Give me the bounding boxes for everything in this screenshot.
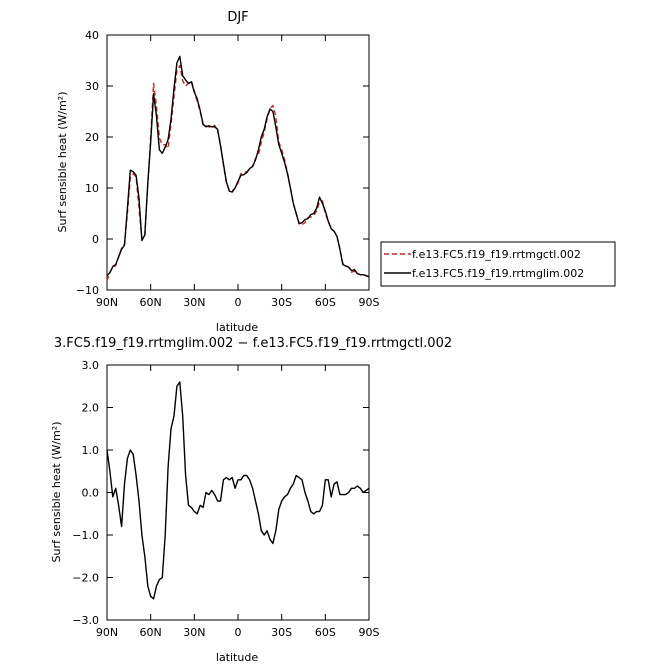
top-plot-frame <box>106 34 370 291</box>
bottom-chart-title: 3.FC5.f19_f19.rrtmglim.002 − f.e13.FC5.f… <box>54 336 452 351</box>
x-tick-label: 30S <box>271 626 292 639</box>
x-tick-label: 0 <box>235 626 242 639</box>
top-y-axis-label: Surf sensible heat (W/m²) <box>56 92 69 233</box>
y-tick-label: −1.0 <box>72 529 99 542</box>
x-tick-label: 30N <box>183 296 205 309</box>
legend-box <box>380 241 616 287</box>
top-y-axis: −10 0 10 20 30 40 <box>76 29 369 297</box>
legend-label-lim: f.e13.FC5.f19_f19.rrtmglim.002 <box>412 267 584 280</box>
series-line-0 <box>106 64 370 282</box>
y-tick-label: 2.0 <box>82 402 100 415</box>
y-tick-label: 10 <box>85 182 99 195</box>
y-tick-label: 40 <box>85 29 99 42</box>
y-tick-label: 20 <box>85 131 99 144</box>
y-tick-label: 1.0 <box>82 444 100 457</box>
x-tick-label: 60N <box>140 296 162 309</box>
bottom-x-axis: 90N 60N 30N 0 30S 60S 90S <box>96 365 380 639</box>
y-tick-label: −3.0 <box>72 614 99 627</box>
x-tick-label: 30S <box>271 296 292 309</box>
top-chart-title: DJF <box>227 10 248 25</box>
bottom-series-group <box>106 381 370 600</box>
series-line-1 <box>106 55 370 278</box>
x-tick-label: 60S <box>315 626 336 639</box>
x-tick-label: 30N <box>183 626 205 639</box>
x-tick-label: 60N <box>140 626 162 639</box>
bottom-x-axis-label: latitude <box>216 651 258 664</box>
y-tick-label: 30 <box>85 80 99 93</box>
y-tick-label: 3.0 <box>82 359 100 372</box>
top-series-group <box>106 55 370 282</box>
legend-label-ctl: f.e13.FC5.f19_f19.rrtmgctl.002 <box>412 248 581 261</box>
x-tick-label: 90S <box>359 296 380 309</box>
x-tick-label: 60S <box>315 296 336 309</box>
bottom-panel: 3.FC5.f19_f19.rrtmglim.002 − f.e13.FC5.f… <box>50 336 452 664</box>
y-tick-label: 0 <box>92 233 99 246</box>
x-tick-label: 90S <box>359 626 380 639</box>
y-tick-label: −10 <box>76 284 99 297</box>
top-x-axis: 90N 60N 30N 0 30S 60S 90S <box>96 35 380 309</box>
y-tick-label: 0.0 <box>82 487 100 500</box>
bottom-plot-frame <box>106 364 370 621</box>
bottom-y-axis-label: Surf sensible heat (W/m²) <box>50 422 63 563</box>
bottom-y-axis: −3.0 −2.0 −1.0 0.0 1.0 2.0 3.0 <box>72 359 369 627</box>
x-tick-label: 90N <box>96 296 118 309</box>
y-tick-label: −2.0 <box>72 572 99 585</box>
top-panel: DJF −10 0 10 20 30 40 90N 60N 30N 0 30S 60S 90S lat… <box>56 10 380 334</box>
series-line-0 <box>106 381 370 600</box>
x-tick-label: 90N <box>96 626 118 639</box>
legend: f.e13.FC5.f19_f19.rrtmgctl.002 f.e13.FC5… <box>380 241 616 287</box>
x-tick-label: 0 <box>235 296 242 309</box>
top-x-axis-label: latitude <box>216 321 258 334</box>
